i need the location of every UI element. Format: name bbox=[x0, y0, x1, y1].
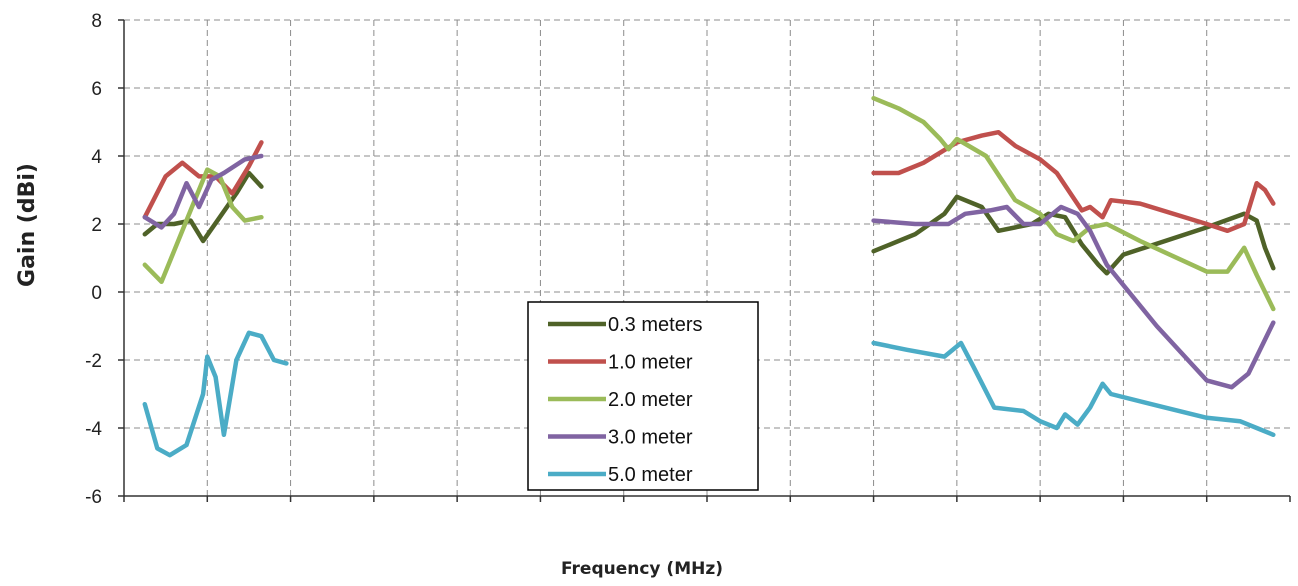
series-line-3 bbox=[142, 167, 264, 285]
y-tick-label: 6 bbox=[91, 79, 102, 100]
legend-box bbox=[527, 301, 759, 491]
y-tick-label: 2 bbox=[91, 215, 102, 236]
series-line-4 bbox=[142, 153, 264, 230]
legend-label: 1.0 meter bbox=[608, 352, 693, 374]
series-line-4 bbox=[871, 204, 1276, 390]
legend: 0.3 meters 1.0 meter 2.0 meter 3.0 meter 5.0… bbox=[527, 301, 759, 491]
legend-label: 5.0 meter bbox=[608, 464, 693, 486]
series-lines bbox=[142, 95, 1276, 458]
y-tick-label: -2 bbox=[85, 351, 102, 372]
y-tick-labels: 8 6 4 2 0 -2 -4 -6 bbox=[85, 11, 102, 508]
y-tick-label: 0 bbox=[91, 283, 102, 304]
y-tick-label: 8 bbox=[91, 11, 102, 32]
legend-label: 2.0 meter bbox=[608, 389, 693, 411]
series-line-5 bbox=[142, 330, 289, 458]
series-line-5 bbox=[871, 340, 1276, 438]
y-tick-label: 4 bbox=[91, 147, 102, 168]
legend-label: 3.0 meter bbox=[608, 427, 693, 449]
y-tick-label: -4 bbox=[85, 419, 102, 440]
legend-label: 0.3 meters bbox=[608, 314, 702, 336]
series-line-3 bbox=[871, 95, 1276, 312]
series-line-2 bbox=[142, 140, 264, 220]
axes bbox=[118, 19, 1291, 502]
x-axis-title: Frequency (MHz) bbox=[561, 559, 723, 579]
y-tick-label: -6 bbox=[85, 487, 102, 508]
y-axis-title: Gain (dBi) bbox=[15, 163, 40, 287]
